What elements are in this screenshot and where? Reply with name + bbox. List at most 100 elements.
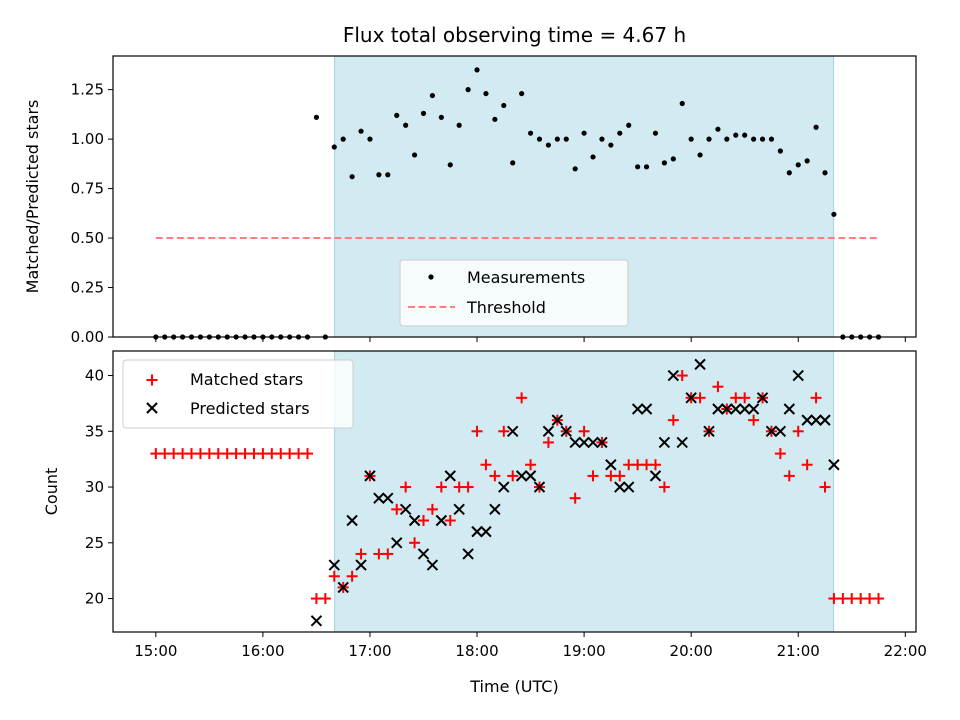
predicted-star-point-b [774,425,787,437]
matched-star-point [819,481,831,493]
matched-star-point [774,448,786,460]
predicted-star-point-b [658,436,671,449]
predicted-star-point [792,369,804,382]
predicted-star-point [560,425,572,437]
measurement-point [527,130,534,136]
measurement-point [635,164,641,170]
top-y-axis-label: Matched/Predicted stars [23,100,42,294]
predicted-star-point-b [346,514,358,527]
matched-star-point [391,503,403,515]
measurement-point [456,122,462,128]
matched-star-point [739,392,751,404]
top-axes-frame [112,55,917,338]
predicted-star-point-b [587,436,599,449]
predicted-star-point [399,503,412,516]
predicted-star-point [542,425,555,437]
chart-title: Flux total observing time = 4.67 h [343,23,686,47]
predicted-star-point-b [783,403,796,415]
predicted-star-point-b [605,459,617,471]
bottom-panel: 20 25 30 35 40 15:00 16:00 17:00 18:00 19:00 20:00… [42,350,927,696]
predicted-star-point [578,436,590,449]
predicted-star-point-b [399,503,412,516]
matched-star-point [569,492,581,504]
predicted-star-point [587,436,599,449]
bot-xtick-label: 19:00 [562,642,605,660]
threshold-legend-label: Threshold [466,298,546,317]
matched-star-point [801,459,813,471]
measurement-point [813,124,819,130]
predicted-star-point [337,581,349,594]
predicted-star-point-b [462,548,474,560]
predicted-star-point [685,392,697,404]
predicted-star-point [346,514,358,527]
measurement-point [376,172,382,178]
bottom-y-axis-label: Count [42,468,61,516]
predicted-star-point-b [426,559,439,571]
matched-star-point [792,425,804,437]
predicted-star-point-b [489,503,501,516]
predicted-star-point-b [507,425,519,437]
predicted-star-point-b [391,537,403,549]
measurement-point [563,136,569,142]
measurement-point [581,130,587,136]
measurement-point [420,110,427,116]
measurement-point [367,136,373,142]
top-ytick-label: 0.50 [71,229,104,247]
predicted-star-point [810,414,822,426]
predicted-stars-legend-marker [146,402,158,414]
measurement-point [447,162,453,168]
measurement-point [474,67,480,73]
predicted-star-point [373,492,385,504]
predicted-star-point [507,425,519,437]
predicted-star-point [426,559,439,571]
measurement-point [759,136,766,142]
bot-ytick-label: 35 [85,422,104,440]
predicted-star-point [408,514,421,527]
matched-star-point [748,414,760,426]
measurement-point [394,112,400,118]
measurement-point [510,160,516,166]
predicted-star-point-b [685,392,697,404]
predicted-star-point-b [623,481,635,493]
predicted-star-point [765,425,778,437]
measurement-point [804,158,810,164]
top-panel: 0.00 0.25 0.50 0.75 1.00 1.25 Flux total obse… [23,23,917,346]
matched-star-point [658,481,670,493]
predicted-star-point-b [533,481,546,493]
observation-window-shade-bottom [334,351,835,632]
matched-star-point [435,481,447,493]
measurement-point [340,136,346,142]
predicted-star-point [756,392,769,404]
measurements-legend-marker [428,274,434,280]
measurement-point [786,170,792,176]
matched-star-point [810,392,822,404]
top-legend-box [399,259,629,327]
predicted-star-point-b [453,503,465,516]
top-ytick-label: 1.25 [71,81,104,99]
matched-star-point [382,548,394,560]
measurement-point [795,162,801,168]
bot-xtick-label: 16:00 [241,642,284,660]
predicted-star-point-b [721,403,733,415]
predicted-star-point-b [515,470,528,482]
predicted-star-point [605,459,617,471]
matched-star-point [712,381,724,393]
measurement-point [679,100,685,107]
predicted-star-point-b [417,548,430,560]
predicted-star-point-b [444,470,456,482]
measurement-point [519,90,525,97]
legend-plus-glyph [146,374,158,386]
predicted-star-point-b [819,414,831,426]
matched-star-point [489,470,501,482]
predicted-star-point-b [649,470,662,482]
predicted-stars-legend-label: Predicted stars [190,399,310,418]
predicted-star-point [364,470,376,482]
top-ytick-label: 0.00 [71,328,104,346]
matched-star-point [409,537,421,549]
predicted-star-point-b [569,436,581,449]
predicted-star-point [667,369,680,382]
predicted-star-point [801,414,813,426]
predicted-star-point-b [712,403,724,415]
measurement-point [411,152,418,158]
predicted-star-point-b [596,436,608,449]
